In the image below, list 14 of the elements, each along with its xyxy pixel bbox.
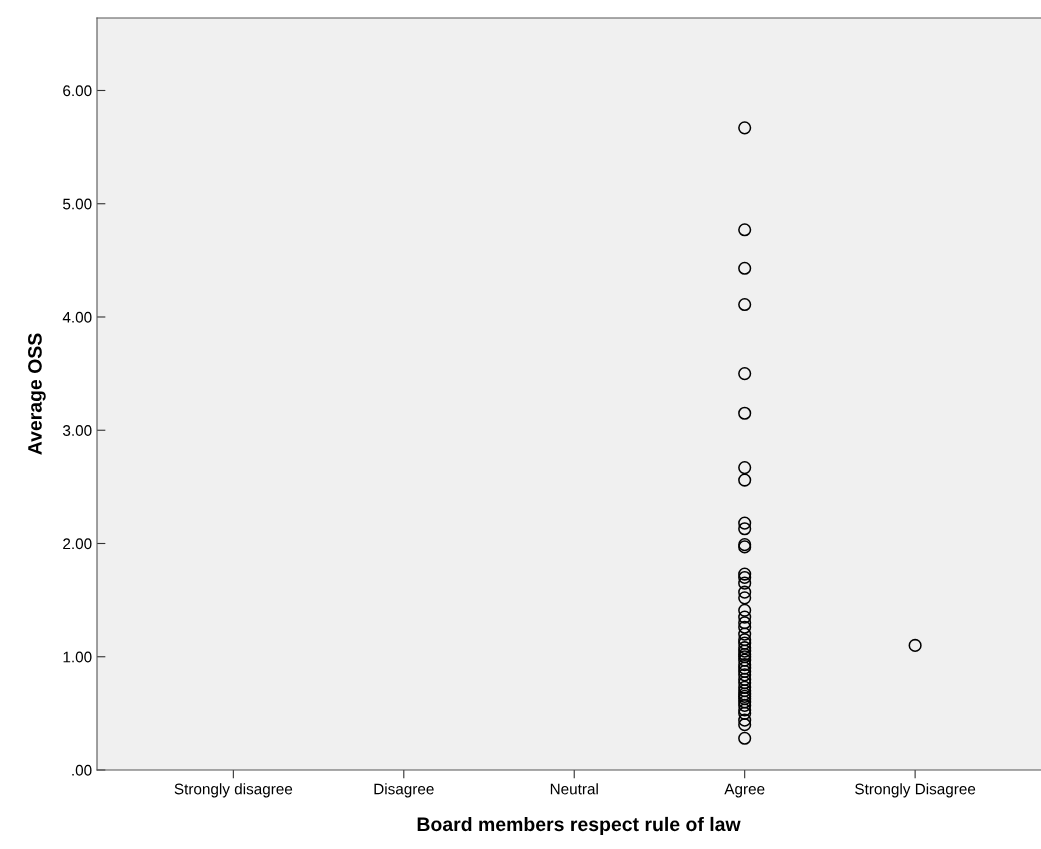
x-tick-label: Disagree [374,783,434,798]
y-tick-label: 4.00 [62,311,92,323]
y-axis-title: Average OSS [28,333,46,455]
y-tick-label: 3.00 [62,425,92,436]
y-tick-label: 5.00 [63,198,92,210]
y-tick-label: .00 [72,764,92,776]
x-tick-label: Strongly disagree [174,783,293,798]
x-tick-label: Strongly Disagree [855,783,976,798]
y-tick-label: 2.00 [63,538,92,550]
x-tick-label: Neutral [550,783,598,795]
y-tick-label: 1.00 [63,651,92,663]
y-tick-label: 6.00 [63,85,92,97]
x-tick-label: Agree [724,783,765,798]
x-axis-title: Board members respect rule of law [417,816,741,836]
